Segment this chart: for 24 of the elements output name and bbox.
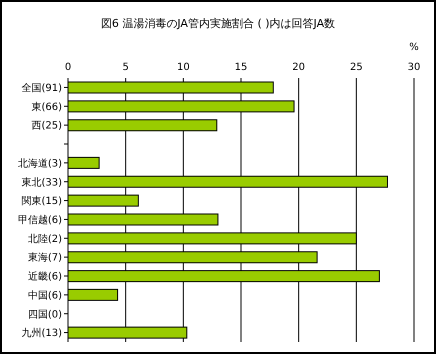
x-tick-label: 25 <box>350 62 363 73</box>
x-tick-label: 5 <box>122 62 129 73</box>
y-tick-label: 近畿(6) <box>28 270 62 283</box>
x-tick-label: 30 <box>408 62 420 73</box>
x-tick-label: 10 <box>176 62 190 73</box>
y-tick-label: 東北(33) <box>21 176 62 188</box>
y-tick-label: 北海道(3) <box>18 157 62 170</box>
y-tick-label: 九州(13) <box>21 327 62 340</box>
y-tick-label: 東海(7) <box>28 252 62 264</box>
y-tick-label: 中国(6) <box>28 289 62 302</box>
bar <box>68 156 100 169</box>
y-tick-label: 関東(15) <box>21 195 62 208</box>
y-tick-label: 四国(0) <box>28 309 62 320</box>
x-tick-label: 15 <box>234 62 248 73</box>
y-tick-label: 北陸(2) <box>28 232 62 245</box>
y-tick-label: 西(25) <box>31 120 62 132</box>
x-tick-label: 20 <box>292 62 306 73</box>
bar <box>68 288 118 301</box>
chart-title: 図6 温湯消毒のJA管内実施割合 ( )内は回答JA数 <box>100 16 336 31</box>
x-axis-title: % <box>409 42 419 53</box>
y-tick-label: 甲信越(6) <box>18 214 62 226</box>
y-tick-label: 東(66) <box>31 100 62 113</box>
y-tick-label: 全国(91) <box>21 82 62 94</box>
x-tick-label: 0 <box>64 62 72 73</box>
